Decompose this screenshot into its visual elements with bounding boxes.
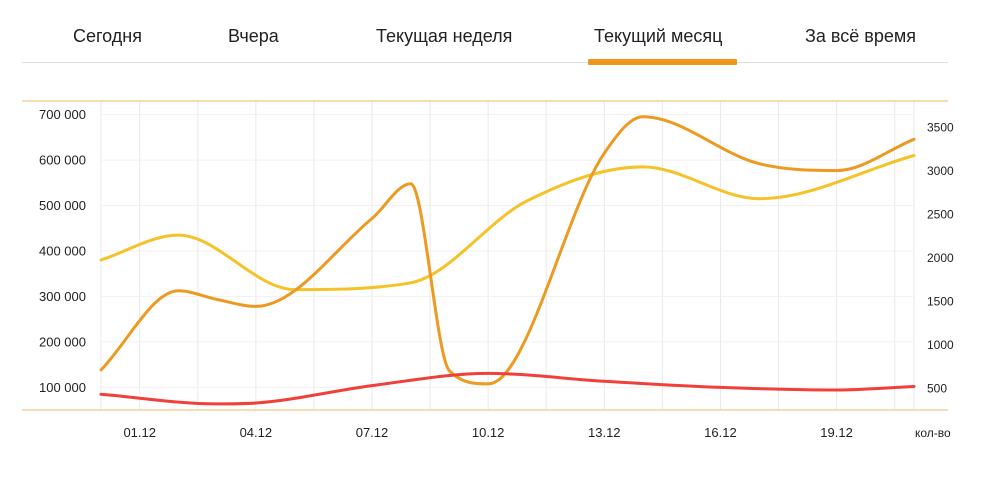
x-axis-tick-label: 10.12 <box>472 425 505 440</box>
tab-today[interactable]: Сегодня <box>73 26 142 46</box>
active-tab-indicator <box>588 59 737 65</box>
x-axis-tick-label: 16.12 <box>704 425 737 440</box>
left-axis-tick-label: 500 000 <box>39 198 86 213</box>
tab-yesterday[interactable]: Вчера <box>228 26 279 46</box>
series-line-count <box>99 115 916 386</box>
right-axis-tick-label: 500 <box>927 382 947 396</box>
tab-all-time[interactable]: За всё время <box>805 26 916 46</box>
left-axis-tick-label: 300 000 <box>39 289 86 304</box>
left-axis-tick-label: 100 000 <box>39 380 86 395</box>
x-axis-tick-label: 04.12 <box>240 425 273 440</box>
x-axis-tick-label: 07.12 <box>356 425 389 440</box>
tab-current-month[interactable]: Текущий месяц <box>594 26 723 46</box>
right-axis-tick-label: 1500 <box>927 295 954 309</box>
left-axis-tick-label: 700 000 <box>39 107 86 122</box>
right-axis-tick-label: 2000 <box>927 251 954 265</box>
x-axis-tick-label: 19.12 <box>820 425 853 440</box>
right-axis-tick-label: 2500 <box>927 208 954 222</box>
tab-current-week[interactable]: Текущая неделя <box>376 26 513 46</box>
left-axis-tick-label: 600 000 <box>39 153 86 168</box>
x-axis-unit-label: кол-во <box>915 426 951 440</box>
left-axis-tick-label: 200 000 <box>39 334 86 349</box>
right-axis-tick-label: 3500 <box>927 121 954 135</box>
series-line-red <box>99 371 916 406</box>
series-line-amount <box>99 154 916 292</box>
period-tabs: Сегодня Вчера Текущая неделя Текущий мес… <box>22 0 948 65</box>
x-axis-tick-label: 13.12 <box>588 425 621 440</box>
left-axis-tick-label: 400 000 <box>39 243 86 258</box>
x-axis-tick-label: 01.12 <box>123 425 156 440</box>
right-axis-tick-label: 1000 <box>927 338 954 352</box>
right-axis-tick-label: 3000 <box>927 164 954 178</box>
